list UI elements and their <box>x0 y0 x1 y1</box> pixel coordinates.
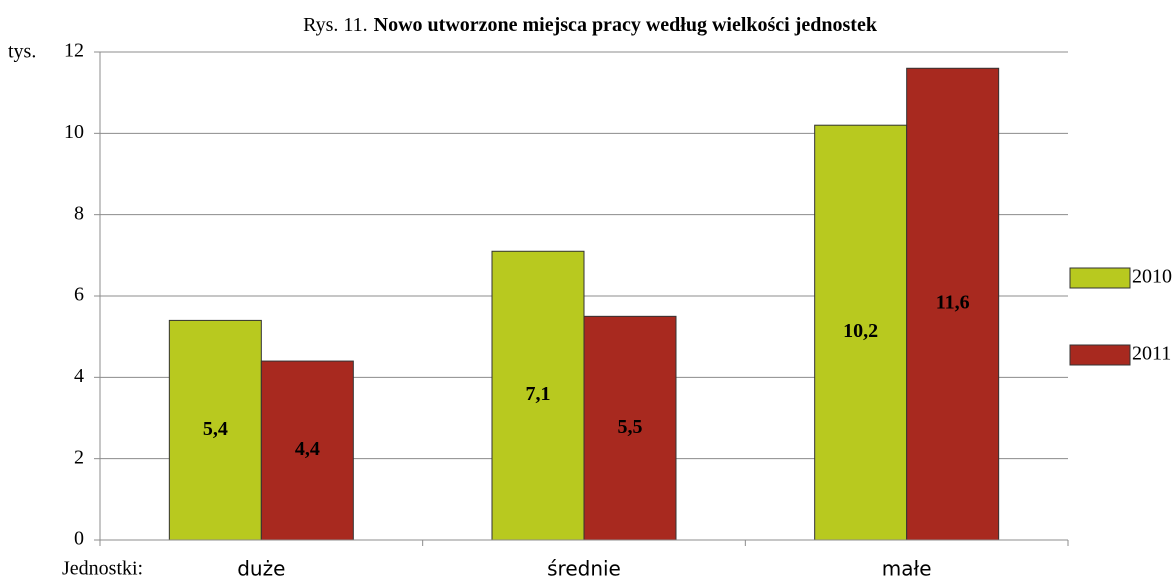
value-label: 4,4 <box>295 438 320 460</box>
legend-swatch <box>1069 267 1131 289</box>
legend-label: 2011 <box>1132 343 1171 365</box>
bar <box>168 319 262 541</box>
y-tick-label: 4 <box>74 365 84 387</box>
value-label: 5,5 <box>618 416 643 438</box>
y-tick-label: 12 <box>64 40 84 62</box>
title-prefix: Rys. 11. <box>303 14 368 36</box>
value-label: 5,4 <box>203 418 228 440</box>
y-tick-label: 8 <box>74 202 84 224</box>
y-tick-label: 2 <box>74 446 84 468</box>
bar <box>260 360 354 541</box>
legend-swatch <box>1069 344 1131 366</box>
bar <box>491 250 585 541</box>
x-tick-label: duże <box>237 557 285 580</box>
x-tick-label: średnie <box>547 557 621 580</box>
chart-title: Nowo utworzone miejsca pracy według wiel… <box>374 14 878 36</box>
chart-title-line: Rys. 11. Nowo utworzone miejsca pracy wed… <box>303 14 878 36</box>
value-label: 7,1 <box>526 383 551 405</box>
x-tick-label: małe <box>882 557 932 580</box>
y-tick-label: 0 <box>74 528 84 550</box>
x-axis-label: Jednostki: <box>62 558 143 580</box>
y-tick-label: 6 <box>74 284 84 306</box>
legend-label: 2010 <box>1132 266 1172 288</box>
value-label: 10,2 <box>843 320 878 342</box>
y-unit: tys. <box>8 41 36 63</box>
bar <box>583 315 677 541</box>
bar <box>814 124 908 541</box>
y-tick-label: 10 <box>64 121 84 143</box>
value-label: 11,6 <box>936 292 970 314</box>
